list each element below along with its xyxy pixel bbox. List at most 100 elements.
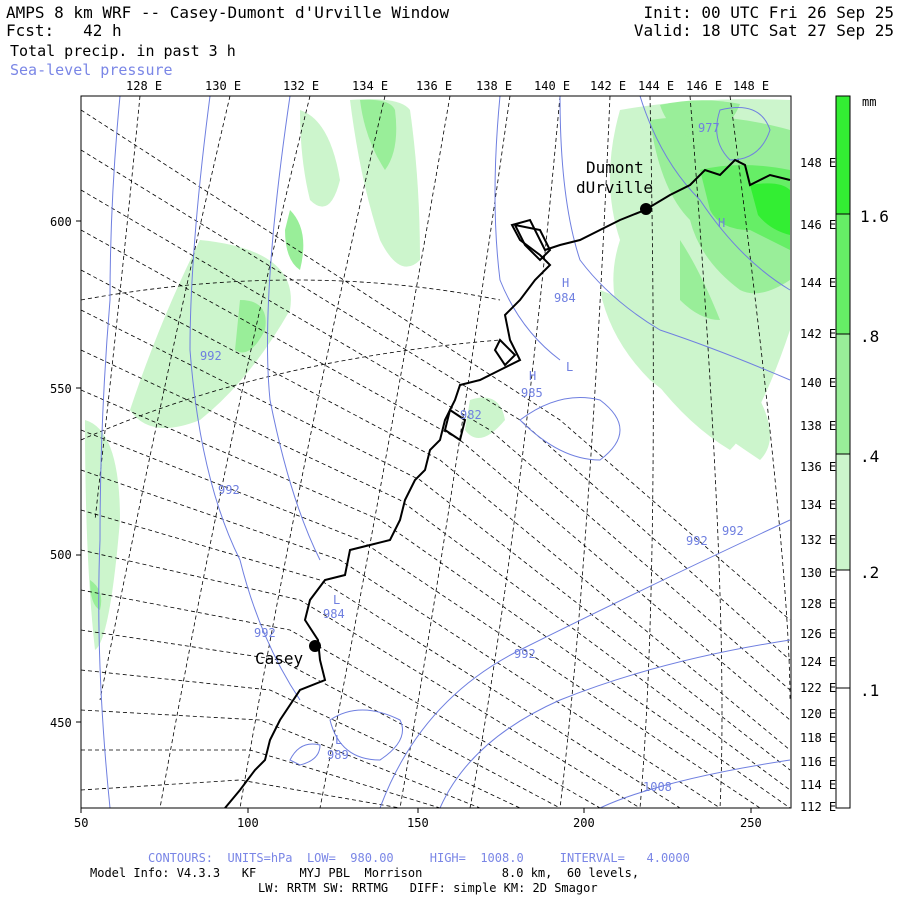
grid-line: [559, 96, 611, 808]
latlon-grid: [81, 96, 791, 808]
x-tick-label: 150: [407, 816, 429, 830]
lon-label: 148 E: [733, 79, 769, 93]
lon-label: 120 E: [800, 707, 836, 721]
precip-area: [130, 240, 291, 428]
colorbar-segment: [836, 570, 850, 688]
lon-label: 144 E: [800, 276, 836, 290]
grid-line: [81, 229, 791, 721]
coastline-path: [493, 338, 517, 367]
pressure-label: 985: [521, 386, 543, 400]
pressure-label: 992: [254, 626, 276, 640]
right-lon-labels: 148 E 146 E 144 E 142 E 140 E 138 E 136 …: [800, 156, 836, 814]
pressure-label: 1008: [643, 780, 672, 794]
footer-model-info: Model Info: V4.3.3 KF MYJ PBL Morrison 8…: [90, 866, 640, 880]
colorbar-border: [835, 95, 851, 809]
pressure-labels: 992 992 992 992 992 984 985 982 984 989 …: [200, 121, 744, 794]
pressure-label: 992: [722, 524, 744, 538]
pressure-center: L: [566, 360, 573, 374]
precip-area: [465, 397, 505, 438]
isobar: [379, 519, 791, 808]
grid-line: [159, 96, 311, 808]
grid-line: [81, 389, 791, 808]
lon-label: 142 E: [590, 79, 626, 93]
colorbar-segment: [836, 688, 850, 808]
precip-area: [235, 300, 266, 353]
x-tick-label: 200: [573, 816, 595, 830]
grid-line: [81, 339, 501, 441]
station-dumont-label-1: Dumont: [586, 158, 644, 177]
isobar: [519, 397, 621, 461]
y-tick-label: 550: [50, 382, 72, 396]
grid-line: [319, 96, 451, 808]
grid-line: [689, 96, 723, 808]
coastline-path: [443, 408, 467, 442]
station-dumont-label-2: dUrville: [576, 178, 653, 197]
grid-line: [81, 779, 401, 808]
station-casey-marker: [309, 640, 321, 652]
precip-area: [750, 183, 790, 235]
isobar: [599, 759, 791, 808]
lon-label: 114 E: [800, 778, 836, 792]
y-tick-label: 600: [50, 215, 72, 229]
isobar: [559, 96, 791, 381]
grid-line: [81, 189, 791, 691]
field-slp-label: Sea-level pressure: [10, 61, 173, 79]
grid-line: [81, 549, 641, 808]
grid-line: [81, 509, 681, 808]
lon-label: 140 E: [534, 79, 570, 93]
grid-line: [469, 96, 561, 808]
grid-line: [81, 709, 481, 808]
lon-label: 138 E: [800, 419, 836, 433]
axis-ticks: 50 100 150 200 250 600 550 500 450: [50, 215, 762, 830]
x-tick-label: 100: [237, 816, 259, 830]
pressure-label: 984: [323, 607, 345, 621]
station-casey-label: Casey: [255, 649, 304, 668]
lon-label: 134 E: [800, 498, 836, 512]
isobar: [329, 709, 403, 761]
lon-label: 138 E: [476, 79, 512, 93]
isobar: [289, 743, 321, 766]
pressure-label: 982: [460, 408, 482, 422]
colorbar-segment: [836, 96, 850, 214]
coastline-path: [513, 223, 552, 262]
colorbar-label: .8: [860, 327, 879, 346]
isobar: [639, 96, 791, 291]
forecast-label-text: Fcst:: [6, 21, 55, 40]
pressure-center: H: [718, 216, 725, 230]
lon-label: 148 E: [800, 156, 836, 170]
grid-line: [81, 589, 601, 808]
footer-contours: CONTOURS: UNITS=hPa LOW= 980.00 HIGH= 10…: [148, 851, 690, 865]
lon-label: 134 E: [352, 79, 388, 93]
grid-line: [94, 96, 141, 521]
x-tick-label: 250: [740, 816, 762, 830]
lon-label: 112 E: [800, 800, 836, 814]
pressure-center: L: [333, 593, 340, 607]
grid-line: [239, 96, 386, 808]
grid-line: [81, 279, 501, 301]
pressure-label: 992: [686, 534, 708, 548]
pressure-center: H: [529, 369, 536, 383]
grid-line: [81, 749, 441, 808]
colorbar-segment: [836, 214, 850, 334]
map-title: AMPS 8 km WRF -- Casey-Dumont d'Urville …: [6, 3, 450, 22]
isobar: [494, 96, 561, 361]
precip-area: [600, 290, 770, 460]
valid-time: Valid: 18 UTC Sat 27 Sep 25: [633, 21, 894, 40]
colorbar-label: 1.6: [860, 207, 889, 226]
field-precip-label: Total precip. in past 3 h: [10, 42, 236, 60]
isobar: [439, 639, 791, 808]
lon-label: 146 E: [686, 79, 722, 93]
init-time: Init: 00 UTC Fri 26 Sep 25: [643, 3, 894, 22]
grid-line: [399, 96, 511, 808]
colorbar-label: .2: [860, 563, 879, 582]
station-dumont-marker: [640, 203, 652, 215]
pressure-label: 989: [327, 748, 349, 762]
lon-label: 126 E: [800, 627, 836, 641]
colorbar-label: .1: [860, 681, 879, 700]
pressure-centers: H H L L L H: [333, 216, 725, 747]
lon-label: 136 E: [800, 460, 836, 474]
lon-label: 122 E: [800, 681, 836, 695]
grid-line: [81, 469, 721, 808]
grid-line: [81, 669, 521, 808]
